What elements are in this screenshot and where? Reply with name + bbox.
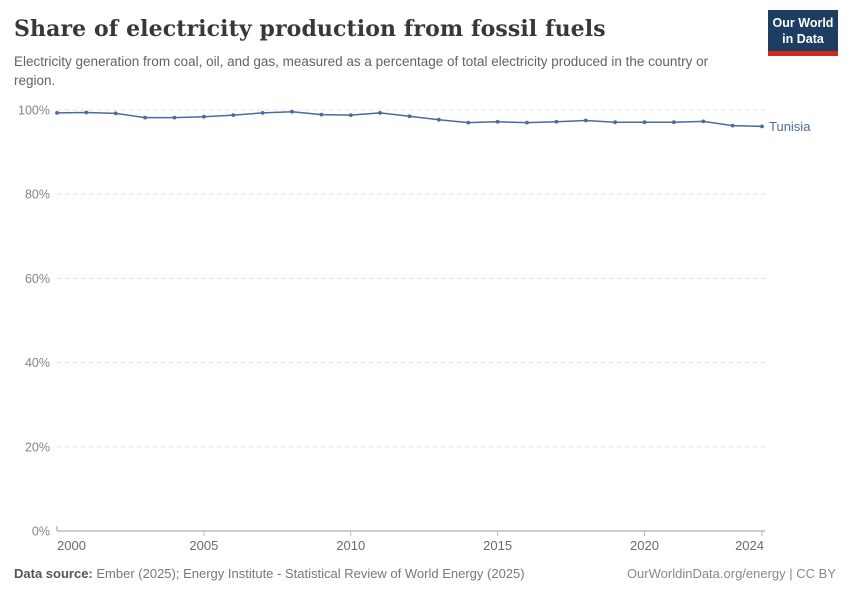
- data-point-2013[interactable]: [437, 117, 441, 122]
- data-point-2020[interactable]: [642, 120, 647, 125]
- chart-footer: Data source: Ember (2025); Energy Instit…: [14, 566, 836, 581]
- page-title: Share of electricity production from fos…: [14, 16, 606, 42]
- data-point-2003[interactable]: [143, 115, 148, 120]
- data-point-2005[interactable]: [202, 114, 206, 119]
- owid-logo-line2: in Data: [782, 32, 824, 46]
- series-end-label-tunisia[interactable]: Tunisia: [769, 119, 811, 134]
- x-axis-label-2015: 2015: [483, 538, 512, 553]
- data-point-2001[interactable]: [84, 110, 89, 115]
- y-axis-label-0: 0%: [32, 525, 50, 539]
- data-point-2024[interactable]: [760, 124, 764, 129]
- data-point-2018[interactable]: [583, 118, 588, 123]
- owid-link: OurWorldinData.org/energy | CC BY: [626, 566, 836, 581]
- data-source-text: Ember (2025); Energy Institute - Statist…: [96, 566, 525, 581]
- y-axis-label-100: 100%: [18, 104, 50, 118]
- y-axis-label-20: 20%: [25, 440, 50, 454]
- data-source-label: Data source:: [14, 566, 93, 581]
- data-point-2006[interactable]: [231, 113, 236, 117]
- data-point-2019[interactable]: [613, 120, 617, 125]
- data-source-note: Data source: Ember (2025); Energy Instit…: [14, 566, 525, 581]
- y-axis-label-60: 60%: [25, 272, 50, 286]
- data-point-2007[interactable]: [260, 111, 265, 115]
- data-point-2016[interactable]: [525, 120, 529, 125]
- data-point-2014[interactable]: [466, 120, 471, 125]
- y-axis-label-40: 40%: [25, 356, 50, 370]
- owid-logo-line1: Our World: [772, 16, 834, 30]
- data-point-2015[interactable]: [495, 119, 500, 124]
- owid-logo: Our World in Data: [768, 10, 838, 56]
- data-point-2000[interactable]: [55, 111, 59, 115]
- data-point-2002[interactable]: [113, 111, 118, 116]
- x-axis-label-2000: 2000: [57, 538, 86, 553]
- x-axis-label-2005: 2005: [189, 538, 218, 553]
- data-point-2010[interactable]: [348, 113, 353, 117]
- data-point-2008[interactable]: [290, 109, 294, 114]
- data-point-2012[interactable]: [407, 114, 412, 119]
- data-point-2023[interactable]: [730, 123, 735, 128]
- data-point-2011[interactable]: [378, 111, 382, 115]
- data-point-2017[interactable]: [554, 119, 559, 124]
- data-point-2009[interactable]: [319, 112, 324, 117]
- data-point-2022[interactable]: [701, 119, 706, 124]
- data-point-2021[interactable]: [672, 120, 676, 125]
- y-axis-label-80: 80%: [25, 188, 50, 202]
- x-axis-label-2020: 2020: [630, 538, 659, 553]
- chart-subtitle: Electricity generation from coal, oil, a…: [14, 54, 709, 89]
- x-axis-label-2010: 2010: [336, 538, 365, 553]
- x-axis-label-2024: 2024: [735, 538, 764, 553]
- series-line-tunisia[interactable]: [56, 110, 763, 128]
- data-point-2004[interactable]: [172, 115, 177, 120]
